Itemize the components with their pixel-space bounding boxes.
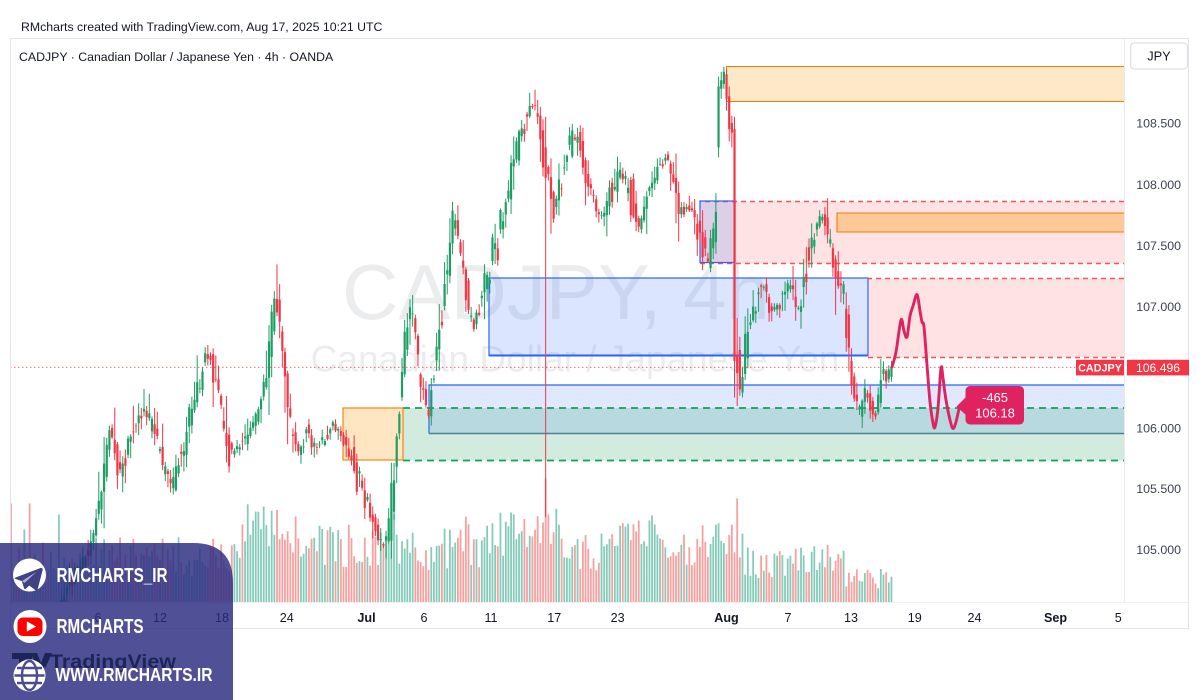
svg-text:23: 23 [611,611,625,625]
svg-text:WWW.RMCHARTS.IR: WWW.RMCHARTS.IR [56,665,213,685]
svg-text:Canadian Dollar / Japanese Yen: Canadian Dollar / Japanese Yen [311,339,840,380]
svg-text:Sep: Sep [1044,611,1067,625]
svg-text:19: 19 [908,611,922,625]
svg-text:RMcharts created with TradingV: RMcharts created with TradingView.com, A… [21,20,382,34]
svg-text:TradingView: TradingView [50,652,176,673]
svg-text:24: 24 [280,611,294,625]
svg-text:106.000: 106.000 [1136,421,1181,435]
svg-text:24: 24 [967,611,981,625]
svg-text:JPY: JPY [1147,49,1171,64]
svg-text:RMCHARTS: RMCHARTS [57,616,144,638]
svg-text:17: 17 [547,611,561,625]
svg-text:RMCHARTS_IR: RMCHARTS_IR [57,565,168,587]
svg-text:-465: -465 [982,390,1008,405]
svg-text:105.500: 105.500 [1136,482,1181,496]
svg-text:CADJPY: CADJPY [1078,363,1123,375]
svg-text:Aug: Aug [714,611,738,625]
svg-text:Jul: Jul [357,611,375,625]
svg-text:6: 6 [420,611,427,625]
svg-text:11: 11 [484,611,497,625]
svg-text:13: 13 [844,611,858,625]
svg-text:CADJPY · Canadian Dollar / Jap: CADJPY · Canadian Dollar / Japanese Yen … [19,50,334,64]
svg-text:105.000: 105.000 [1136,543,1181,557]
svg-text:106.18: 106.18 [975,406,1015,421]
svg-text:5: 5 [1115,611,1122,625]
svg-text:106.496: 106.496 [1136,361,1180,375]
svg-text:108.000: 108.000 [1136,178,1181,192]
svg-text:107.500: 107.500 [1136,239,1181,253]
svg-text:108.500: 108.500 [1136,116,1181,130]
svg-text:7: 7 [784,611,791,625]
svg-text:107.000: 107.000 [1136,300,1181,314]
svg-text:CADJPY, 4h: CADJPY, 4h [342,248,770,336]
